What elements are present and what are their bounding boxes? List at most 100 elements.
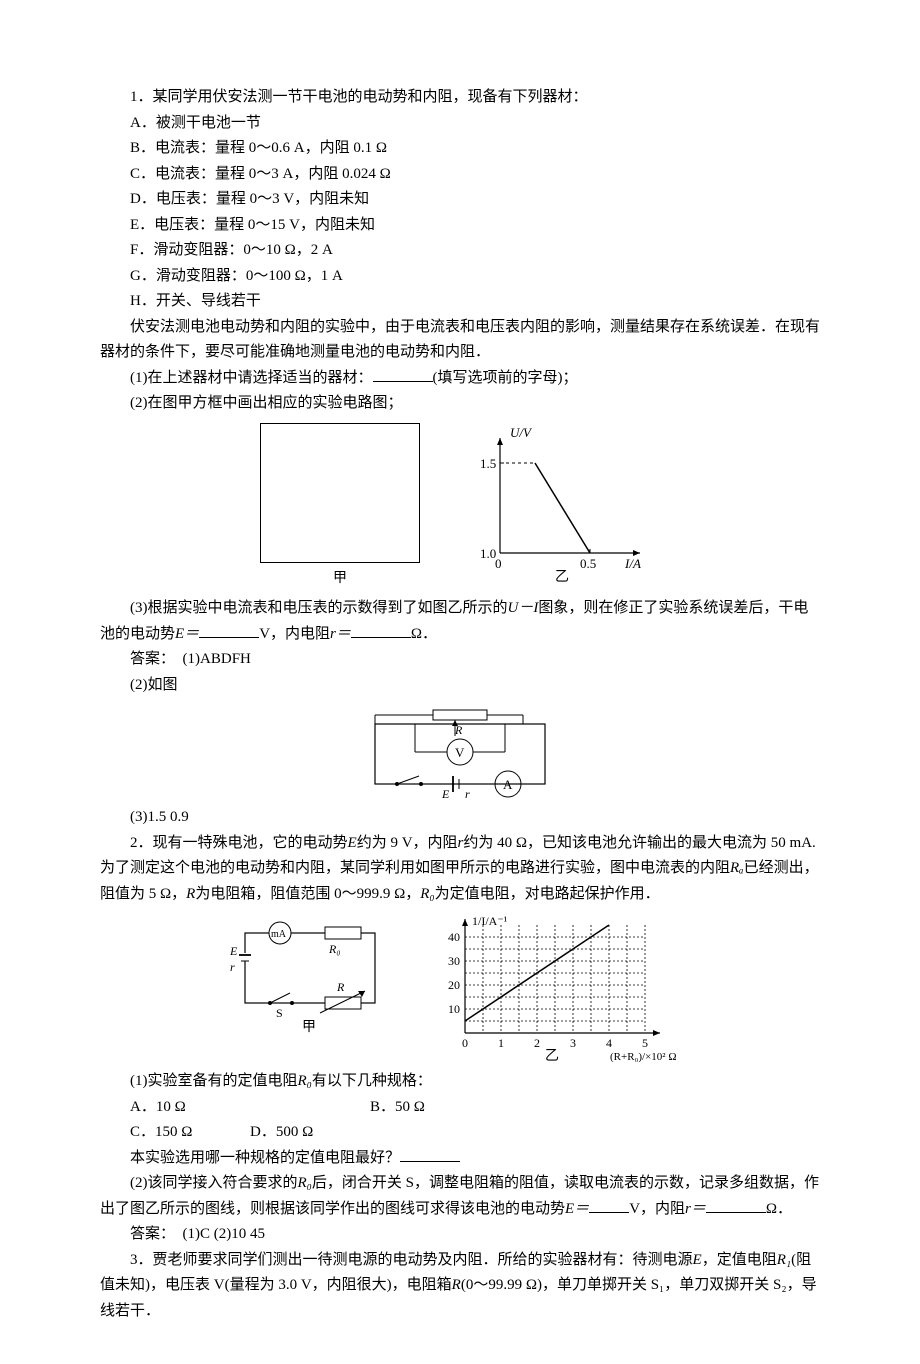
q2-opt-b: B．50 Ω — [370, 1095, 425, 1121]
q2-ans-label: 答案： — [130, 1226, 168, 1242]
q1-label-yi: 乙 — [555, 569, 569, 583]
q1-item-b: B．电流表：量程 0～0.6 A，内阻 0.1 Ω — [100, 136, 820, 162]
ra: Rₐ — [730, 860, 744, 876]
r-var: r＝ — [330, 626, 351, 642]
e: E＝ — [565, 1201, 589, 1217]
q2-chart: 1/I/A⁻¹ 10 20 30 40 0 1 2 3 4 5 (R+R₀)/×… — [430, 913, 690, 1063]
e: E — [348, 835, 357, 851]
q1-label-jia: 甲 — [260, 567, 420, 591]
mA: mA — [271, 929, 287, 940]
R-label: R — [454, 723, 463, 737]
xlabel: I/A — [624, 556, 641, 571]
A-label: A — [503, 777, 513, 792]
q1-sub1-a: (1)在上述器材中请选择适当的器材： — [130, 370, 373, 386]
q1-sub2: (2)在图甲方框中画出相应的实验电路图； — [100, 391, 820, 417]
q1-sub3: (3)根据实验中电流表和电压表的示数得到了如图乙所示的U－I图象，则在修正了实验… — [100, 596, 820, 647]
blank — [589, 1198, 629, 1213]
q2-opts-row1: A．10 Ω B．50 Ω — [100, 1095, 820, 1121]
q1-sub3-a: (3)根据实验中电流表和电压表的示数得到了如图乙所示的 — [130, 600, 508, 616]
q3-a: 3．贾老师要求同学们测出一待测电源的电动势及内阻．所给的实验器材有：待测电源 — [130, 1252, 693, 1268]
q2-ans: 答案： (1)C (2)10 45 — [100, 1222, 820, 1248]
q2-f: 为定值电阻，对电路起保护作用． — [435, 886, 660, 902]
R0: R₀ — [420, 886, 434, 902]
q2-sub1b: 有以下几种规格： — [312, 1073, 432, 1089]
blank — [199, 623, 259, 638]
ytick-1.0: 1.0 — [480, 546, 496, 561]
q1-item-d: D．电压表：量程 0～3 V，内阻未知 — [100, 187, 820, 213]
svg-text:40: 40 — [448, 930, 460, 944]
q1-ans2: (2)如图 — [100, 673, 820, 699]
xlabel: (R+R₀)/×10² Ω — [610, 1051, 677, 1063]
q1-ui-chart: 1.5 1.0 0 0.5 U/V I/A 乙 — [460, 423, 660, 583]
q2-label-yi: 乙 — [545, 1048, 559, 1063]
q2-sub1q: 本实验选用哪一种规格的定值电阻最好？ — [100, 1146, 820, 1172]
R: R — [452, 1277, 461, 1293]
q2-opt-a: A．10 Ω — [130, 1095, 370, 1121]
R1: R₁ — [777, 1252, 791, 1268]
q2-sub2d: Ω． — [766, 1201, 792, 1217]
e-var: E＝ — [175, 626, 199, 642]
q1-ans-label: 答案： — [130, 651, 168, 667]
q1-item-f: F．滑动变阻器：0～10 Ω，2 A — [100, 238, 820, 264]
ytick-1.5: 1.5 — [480, 456, 496, 471]
q1-sub3-d: Ω． — [411, 626, 437, 642]
q2-sub2: (2)该同学接入符合要求的R₀后，闭合开关 S，调整电阻箱的阻值，读取电流表的示… — [100, 1171, 820, 1222]
q1-sub1: (1)在上述器材中请选择适当的器材： (填写选项前的字母)； — [100, 366, 820, 392]
q2-sub1q-text: 本实验选用哪一种规格的定值电阻最好？ — [130, 1150, 400, 1166]
q2-circuit-svg: mA R₀ E r S R 甲 — [230, 913, 390, 1033]
svg-text:3: 3 — [570, 1036, 576, 1050]
xtick-0.5: 0.5 — [580, 556, 596, 571]
blank — [400, 1147, 460, 1162]
S-label: S — [276, 1006, 283, 1020]
q2-intro: 2．现有一特殊电池，它的电动势E约为 9 V，内阻r约为 40 Ω，已知该电池允… — [100, 831, 820, 908]
q1-sub3-c: V，内电阻 — [259, 626, 330, 642]
E-label: E — [441, 787, 450, 799]
q2-label-jia: 甲 — [302, 1020, 316, 1033]
E-label: E — [230, 944, 238, 958]
E: E — [693, 1252, 702, 1268]
q1-empty-box — [260, 423, 420, 563]
svg-text:5: 5 — [642, 1036, 648, 1050]
q1-ans3: (3)1.5 0.9 — [100, 805, 820, 831]
q1-intro: 1．某同学用伏安法测一节干电池的电动势和内阻，现备有下列器材： — [100, 85, 820, 111]
R-label: R — [336, 980, 345, 994]
blank — [373, 367, 433, 382]
q1-chart-yi: 1.5 1.0 0 0.5 U/V I/A 乙 — [460, 423, 660, 583]
q2-opt-c: C．150 Ω — [130, 1120, 250, 1146]
q2-sub1: (1)实验室备有的定值电阻R₀有以下几种规格： — [100, 1069, 820, 1095]
svg-text:1: 1 — [498, 1036, 504, 1050]
ylabel: U/V — [510, 425, 533, 440]
q1-item-a: A．被测干电池一节 — [100, 111, 820, 137]
q1-circuit-svg: R V E r A — [355, 704, 565, 799]
q2-ans-val: (1)C (2)10 45 — [183, 1226, 266, 1242]
q2-a: 2．现有一特殊电池，它的电动势 — [130, 835, 348, 851]
q2-opt-d: D．500 Ω — [250, 1120, 313, 1146]
R0-label: R₀ — [328, 942, 341, 956]
blank — [351, 623, 411, 638]
r: r＝ — [685, 1201, 706, 1217]
ui-var: U－I — [508, 600, 539, 616]
r-label: r — [230, 960, 235, 974]
q2-chart-svg: 1/I/A⁻¹ 10 20 30 40 0 1 2 3 4 5 (R+R₀)/×… — [430, 913, 690, 1063]
q2-sub1a: (1)实验室备有的定值电阻 — [130, 1073, 298, 1089]
svg-text:0: 0 — [462, 1036, 468, 1050]
q1-diagram-row: 甲 1.5 1.0 0 0.5 U/V I/A 乙 — [100, 423, 820, 591]
q1-sub1-b: (填写选项前的字母)； — [433, 370, 578, 386]
q2-sub2a: (2)该同学接入符合要求的 — [130, 1175, 298, 1191]
blank — [706, 1198, 766, 1213]
q1-box-jia: 甲 — [260, 423, 420, 591]
q3-b: ，定值电阻 — [702, 1252, 777, 1268]
r-label: r — [465, 787, 470, 799]
q3: 3．贾老师要求同学们测出一待测电源的电动势及内阻．所给的实验器材有：待测电源E，… — [100, 1248, 820, 1325]
q2-b: 约为 9 V，内阻 — [357, 835, 458, 851]
ylabel: 1/I/A⁻¹ — [472, 914, 508, 928]
q2-e: 为电阻箱，阻值范围 0～999.9 Ω， — [195, 886, 420, 902]
svg-text:2: 2 — [534, 1036, 540, 1050]
svg-text:20: 20 — [448, 978, 460, 992]
q2-diagram-row: mA R₀ E r S R 甲 — [100, 913, 820, 1063]
q1-note: 伏安法测电池电动势和内阻的实验中，由于电流表和电压表内阻的影响，测量结果存在系统… — [100, 315, 820, 366]
q2-opts-row2: C．150 Ω D．500 Ω — [100, 1120, 820, 1146]
R0: R₀ — [298, 1175, 312, 1191]
xtick-0: 0 — [495, 556, 502, 571]
q1-item-g: G．滑动变阻器：0～100 Ω，1 A — [100, 264, 820, 290]
